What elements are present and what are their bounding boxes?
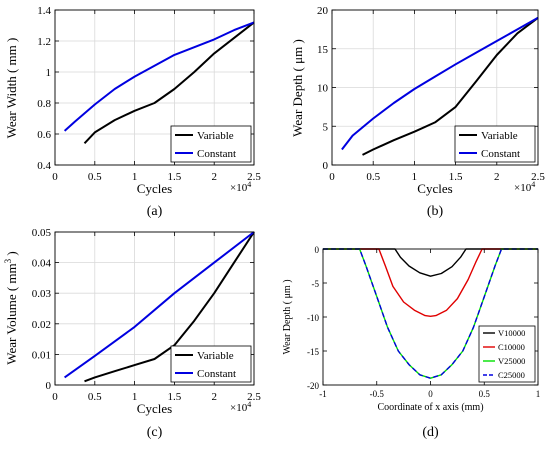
x-tick-label: 0.5 xyxy=(88,171,102,183)
x-tick-label: 1.5 xyxy=(168,391,182,403)
series-line-constant xyxy=(64,231,255,379)
x-tick-label: 1.5 xyxy=(168,171,182,183)
series-line-variable xyxy=(362,17,539,156)
legend-label-variable: Variable xyxy=(197,350,234,362)
y-axis-label: Wear Volume ( mm3 ) xyxy=(3,251,19,364)
y-tick-label: 0.6 xyxy=(37,129,51,141)
x-multiplier: ×104 xyxy=(514,180,535,195)
legend-label-v25000: V25000 xyxy=(498,356,525,366)
x-tick-label: 0.5 xyxy=(88,391,102,403)
y-axis-label: Wear Width ( mm ) xyxy=(4,38,19,139)
x-tick-label: 2.5 xyxy=(531,171,545,183)
y-tick-label: 0 xyxy=(46,380,52,392)
x-multiplier-exp: 4 xyxy=(247,180,251,189)
panel-label: (d) xyxy=(422,425,439,440)
x-tick-label: 1 xyxy=(132,171,138,183)
y-tick-label: 0.4 xyxy=(37,160,51,172)
x-tick-label: 0 xyxy=(428,389,433,399)
chart-a: 0 0.5 1 1.5 2 2.5 0.4 0.6 0.8 1 1.2 1.4 Cycles Wear W… xyxy=(4,5,261,219)
y-tick-label: 0.03 xyxy=(32,288,52,300)
legend-label-constant: Constant xyxy=(197,368,236,380)
x-tick-label: 2.5 xyxy=(247,171,261,183)
y-tick-label: 0.02 xyxy=(32,319,51,331)
y-axis-label-end: ) xyxy=(4,251,19,259)
legend-label-constant: Constant xyxy=(481,148,520,160)
x-tick-label: 2 xyxy=(211,171,217,183)
x-multiplier: ×104 xyxy=(230,180,251,195)
series-line-v10000 xyxy=(323,248,538,277)
x-tick-label: 2 xyxy=(494,171,500,183)
y-tick-label: 10 xyxy=(317,83,329,95)
series-line-variable xyxy=(84,231,255,383)
y-axis-label: Wear Depth ( μm ) xyxy=(282,279,293,354)
y-tick-label: -20 xyxy=(307,381,319,391)
x-tick-label: 0.5 xyxy=(479,389,491,399)
chart-b: 0 0.5 1 1.5 2 2.5 0 5 10 15 20 Cycles Wear Depth ( μ… xyxy=(290,5,545,219)
legend-label-c25000: C25000 xyxy=(498,370,525,380)
panel-label: (c) xyxy=(147,425,163,440)
legend-label-c10000: C10000 xyxy=(498,342,525,352)
x-tick-label: 1.5 xyxy=(449,171,463,183)
x-tick-label: 2 xyxy=(211,391,217,403)
y-axis-label: Wear Depth ( μm ) xyxy=(290,39,305,137)
y-tick-label: 5 xyxy=(323,121,329,133)
x-tick-label: 1 xyxy=(132,391,138,403)
x-tick-label: 1 xyxy=(536,389,541,399)
y-tick-label: 15 xyxy=(317,44,329,56)
legend-box xyxy=(170,125,252,163)
y-tick-label: 1 xyxy=(46,67,52,79)
x-tick-label: 0 xyxy=(52,171,58,183)
legend-box xyxy=(478,325,536,383)
x-multiplier-exp: 4 xyxy=(247,400,251,409)
series-line-constant xyxy=(341,16,539,151)
series-line-c10000 xyxy=(323,248,538,317)
legend-label-v10000: V10000 xyxy=(498,328,525,338)
y-tick-label: 0.05 xyxy=(32,227,52,239)
y-tick-label: -15 xyxy=(307,347,319,357)
series-line-c25000 xyxy=(323,248,538,379)
x-axis-label: Coordinate of x axis (mm) xyxy=(377,402,483,413)
y-tick-label: 20 xyxy=(317,5,329,17)
x-tick-label: 1 xyxy=(412,171,418,183)
x-axis-label: Cycles xyxy=(417,181,452,196)
series-line-variable xyxy=(83,21,255,144)
legend-box xyxy=(454,125,536,163)
y-tick-label: 0.01 xyxy=(32,349,51,361)
y-axis-label-sup: 3 xyxy=(3,258,13,263)
y-tick-label: 0 xyxy=(315,245,320,255)
chart-c: 0 0.5 1 1.5 2 2.5 0 0.01 0.02 0.03 0.04 0.05 Cycles W… xyxy=(3,227,261,440)
y-tick-label: 0.8 xyxy=(37,98,51,110)
y-tick-label: -10 xyxy=(307,313,319,323)
y-tick-label: 0.04 xyxy=(32,258,52,270)
legend-label-variable: Variable xyxy=(481,130,518,142)
axes-frame xyxy=(54,231,255,386)
series-line-constant xyxy=(63,21,255,132)
x-axis-label: Cycles xyxy=(137,181,172,196)
chart-d: -1 -0.5 0 0.5 1 0 -5 -10 -15 -20 Coordinate of x a… xyxy=(282,245,540,440)
y-tick-label: 1.2 xyxy=(37,36,51,48)
x-tick-label: -1 xyxy=(319,389,327,399)
x-tick-label: 0 xyxy=(329,171,335,183)
x-tick-label: 0.5 xyxy=(366,171,380,183)
panel-label: (b) xyxy=(427,204,444,219)
x-tick-label: -0.5 xyxy=(370,389,385,399)
axes-frame xyxy=(54,9,255,166)
legend-label-variable: Variable xyxy=(197,130,234,142)
x-tick-label: 0 xyxy=(52,391,58,403)
x-tick-label: 2.5 xyxy=(247,391,261,403)
x-multiplier-exp: 4 xyxy=(531,180,535,189)
y-tick-label: -5 xyxy=(312,279,320,289)
legend-box xyxy=(170,345,252,383)
y-tick-label: 1.4 xyxy=(37,5,51,17)
x-axis-label: Cycles xyxy=(137,401,172,416)
legend-label-constant: Constant xyxy=(197,148,236,160)
panel-label: (a) xyxy=(147,204,163,219)
y-tick-label: 0 xyxy=(323,160,329,172)
x-multiplier: ×104 xyxy=(230,400,251,415)
